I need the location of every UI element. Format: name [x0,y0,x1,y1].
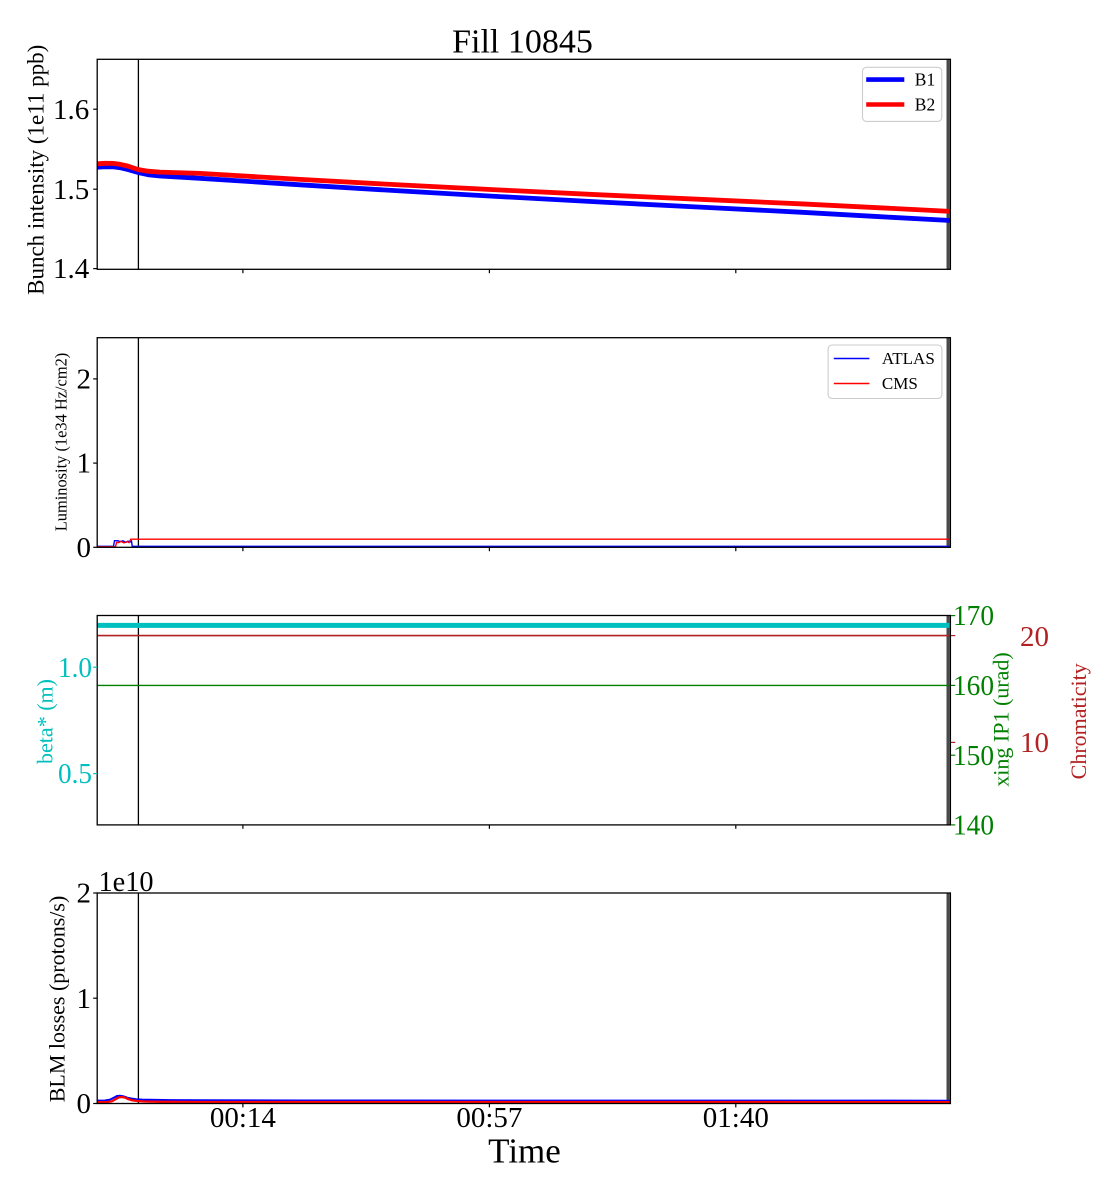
svg-text:0.5: 0.5 [58,758,92,790]
svg-text:20: 20 [1020,621,1049,653]
svg-text:10: 10 [1020,727,1049,759]
svg-text:xing IP1 (urad): xing IP1 (urad) [989,652,1014,786]
svg-text:1e10: 1e10 [99,866,154,898]
svg-text:0: 0 [77,532,92,564]
svg-text:160: 160 [953,670,994,702]
svg-text:01:40: 01:40 [703,1102,769,1134]
svg-text:170: 170 [953,600,994,632]
svg-text:150: 150 [953,740,994,772]
svg-text:1.6: 1.6 [53,94,89,126]
svg-text:Time: Time [488,1131,561,1170]
svg-text:Chromaticity: Chromaticity [1066,663,1091,779]
svg-text:1.4: 1.4 [53,253,90,285]
svg-text:CMS: CMS [882,374,918,393]
svg-text:00:14: 00:14 [210,1102,277,1134]
svg-text:00:57: 00:57 [456,1102,522,1134]
svg-text:140: 140 [953,810,994,842]
svg-text:1: 1 [77,448,92,480]
svg-text:1: 1 [77,983,92,1015]
svg-text:ATLAS: ATLAS [882,349,935,368]
svg-text:2: 2 [77,364,92,396]
svg-text:beta* (m): beta* (m) [33,679,58,764]
svg-text:0: 0 [77,1088,92,1120]
svg-text:1.0: 1.0 [58,652,92,684]
svg-text:B1: B1 [915,69,935,89]
svg-text:B2: B2 [915,94,935,114]
svg-text:BLM losses (protons/s): BLM losses (protons/s) [45,896,70,1103]
svg-text:Fill 10845: Fill 10845 [452,23,593,60]
svg-text:Bunch intensity (1e11 ppb): Bunch intensity (1e11 ppb) [24,45,49,295]
svg-text:1.5: 1.5 [53,174,89,206]
svg-text:2: 2 [77,878,92,910]
svg-text:Luminosity (1e34 Hz/cm2): Luminosity (1e34 Hz/cm2) [52,353,71,531]
